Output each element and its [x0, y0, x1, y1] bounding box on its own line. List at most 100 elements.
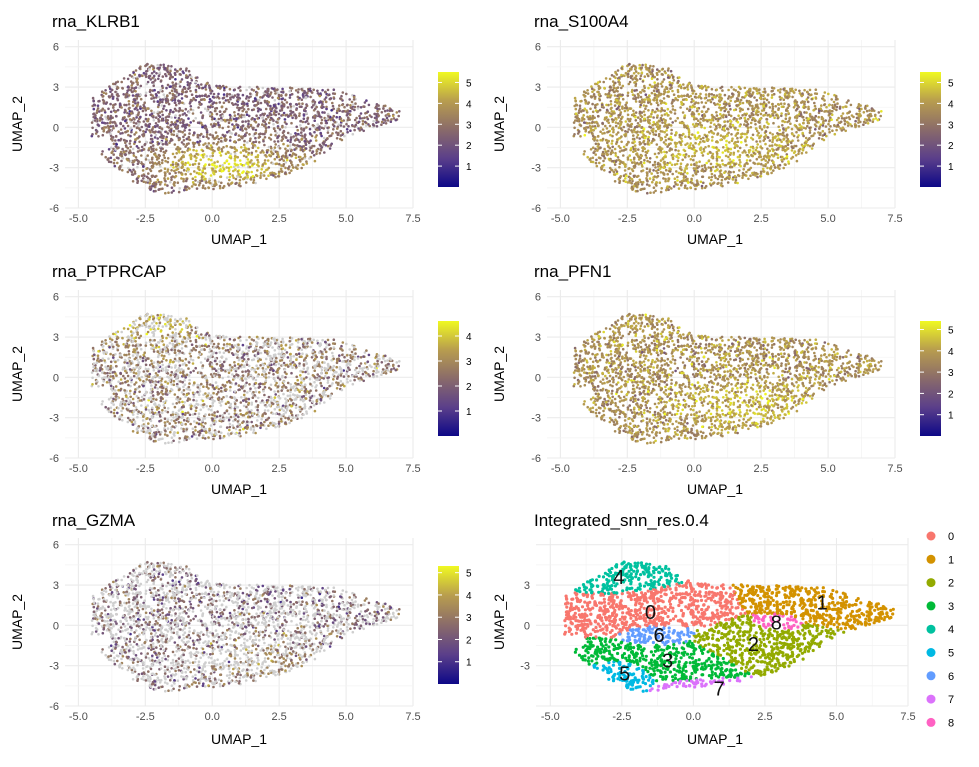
- cell-point: [335, 137, 339, 140]
- cell-point: [335, 131, 338, 134]
- cell-point: [657, 165, 660, 168]
- cell-point: [591, 102, 594, 106]
- cell-point: [161, 98, 165, 101]
- cell-point: [648, 83, 652, 87]
- cell-point: [122, 77, 126, 80]
- cell-point: [773, 143, 777, 146]
- cell-point: [806, 100, 810, 104]
- cell-point: [248, 165, 252, 169]
- cell-point: [652, 89, 656, 92]
- cell-point: [634, 65, 637, 68]
- cell-point: [251, 146, 255, 149]
- cell-point: [253, 144, 256, 147]
- cell-point: [653, 81, 656, 84]
- cell-point: [132, 117, 135, 120]
- cell-point: [308, 127, 312, 131]
- cell-point: [249, 137, 252, 140]
- cell-point: [729, 122, 732, 126]
- cell-point: [205, 154, 209, 158]
- cell-point: [282, 159, 286, 162]
- cell-point: [286, 131, 290, 135]
- cell-point: [332, 88, 336, 91]
- cell-point: [178, 85, 182, 88]
- cell-point: [621, 93, 624, 97]
- cell-point: [354, 102, 357, 105]
- cell-point: [628, 107, 631, 110]
- cell-point: [208, 86, 211, 90]
- cell-point: [719, 112, 722, 116]
- cell-point: [138, 128, 142, 132]
- cell-point: [666, 107, 670, 111]
- cell-point: [139, 105, 142, 108]
- cell-point: [284, 171, 287, 174]
- cell-point: [182, 155, 185, 159]
- x-tick-label: 7.5: [405, 213, 420, 225]
- cell-point: [157, 118, 160, 121]
- cell-point: [625, 101, 628, 104]
- cell-point: [793, 124, 797, 127]
- cell-point: [252, 134, 256, 137]
- cell-point: [290, 154, 293, 158]
- cell-point: [594, 153, 597, 156]
- cell-point: [232, 176, 235, 180]
- cell-point: [339, 97, 342, 100]
- cell-point: [147, 76, 151, 79]
- cell-point: [134, 156, 138, 159]
- cell-point: [192, 148, 195, 152]
- cell-point: [187, 69, 191, 73]
- cell-point: [662, 166, 665, 169]
- cell-point: [280, 108, 284, 112]
- cell-point: [308, 149, 312, 152]
- cell-point: [685, 167, 689, 170]
- cell-point: [170, 120, 173, 124]
- cell-point: [784, 117, 788, 120]
- cell-point: [172, 129, 176, 133]
- cell-point: [623, 169, 627, 172]
- cell-point: [630, 177, 634, 181]
- cell-point: [345, 92, 348, 96]
- cell-point: [95, 130, 99, 133]
- cell-point: [758, 117, 762, 121]
- cell-point: [137, 117, 141, 121]
- cell-point: [345, 122, 348, 126]
- cell-point: [701, 139, 705, 143]
- cell-point: [242, 164, 246, 167]
- cell-point: [171, 84, 175, 87]
- cell-point: [246, 102, 249, 105]
- cell-point: [357, 127, 360, 130]
- cell-point: [303, 108, 306, 111]
- cell-point: [265, 99, 269, 103]
- cell-point: [266, 159, 270, 162]
- cell-point: [294, 132, 297, 135]
- cell-point: [225, 159, 229, 162]
- cell-point: [189, 105, 193, 108]
- cell-point: [735, 118, 738, 121]
- cell-point: [346, 130, 349, 134]
- cell-point: [297, 132, 300, 136]
- cell-point: [175, 152, 178, 155]
- cell-point: [682, 176, 686, 179]
- cell-point: [288, 89, 292, 93]
- cell-point: [267, 121, 271, 125]
- cell-point: [725, 102, 728, 106]
- cell-point: [199, 158, 202, 162]
- cell-point: [154, 133, 158, 137]
- cell-point: [766, 161, 770, 164]
- cell-point: [719, 172, 722, 176]
- cell-point: [741, 176, 744, 180]
- cell-point: [760, 162, 763, 166]
- cell-point: [229, 154, 232, 158]
- cell-point: [620, 128, 624, 132]
- cell-point: [656, 174, 660, 178]
- cell-point: [183, 163, 187, 167]
- cell-point: [160, 117, 164, 121]
- cell-point: [664, 168, 668, 172]
- cell-point: [681, 173, 685, 176]
- cell-point: [663, 162, 667, 166]
- cell-point: [785, 108, 788, 111]
- cell-point: [166, 157, 170, 160]
- cell-point: [229, 182, 233, 185]
- cell-point: [573, 96, 577, 100]
- cell-point: [125, 145, 128, 149]
- cell-point: [849, 103, 853, 107]
